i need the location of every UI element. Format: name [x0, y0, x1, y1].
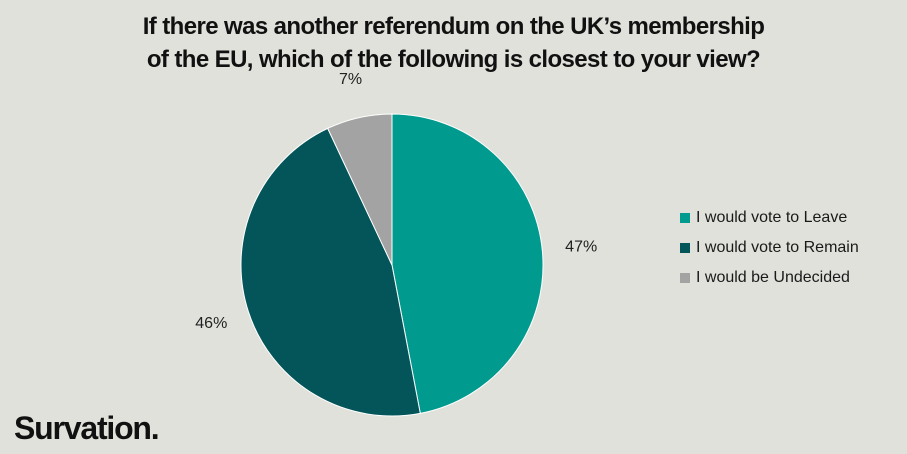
survation-logo: Survation.	[14, 410, 160, 446]
legend-swatch-remain	[680, 243, 690, 253]
pie-slice-remain	[240, 127, 421, 417]
legend-item-leave: I would vote to Leave	[680, 203, 859, 233]
legend-label-undecided: I would be Undecided	[696, 269, 850, 286]
legend-swatch-leave	[680, 213, 690, 223]
chart-title-line-2: of the EU, which of the following is clo…	[146, 46, 761, 73]
pie-slice-leave	[391, 113, 544, 414]
chart-title-line-1: If there was another referendum on the U…	[142, 13, 765, 40]
legend-item-undecided: I would be Undecided	[680, 263, 859, 293]
legend-swatch-undecided	[680, 273, 690, 283]
legend-item-remain: I would vote to Remain	[680, 233, 859, 263]
legend: I would vote to Leave I would vote to Re…	[680, 203, 859, 293]
pie-data-labels: 47% 46% 7%	[195, 71, 597, 332]
legend-label-remain: I would vote to Remain	[696, 239, 859, 256]
data-label-remain: 46%	[195, 315, 227, 332]
pie-slices	[240, 113, 544, 417]
chart-title: If there was another referendum on the U…	[0, 10, 907, 76]
pie-slice-undecided	[327, 113, 393, 266]
data-label-undecided: 7%	[339, 71, 362, 88]
data-label-leave: 47%	[565, 238, 597, 255]
legend-label-leave: I would vote to Leave	[696, 209, 848, 226]
